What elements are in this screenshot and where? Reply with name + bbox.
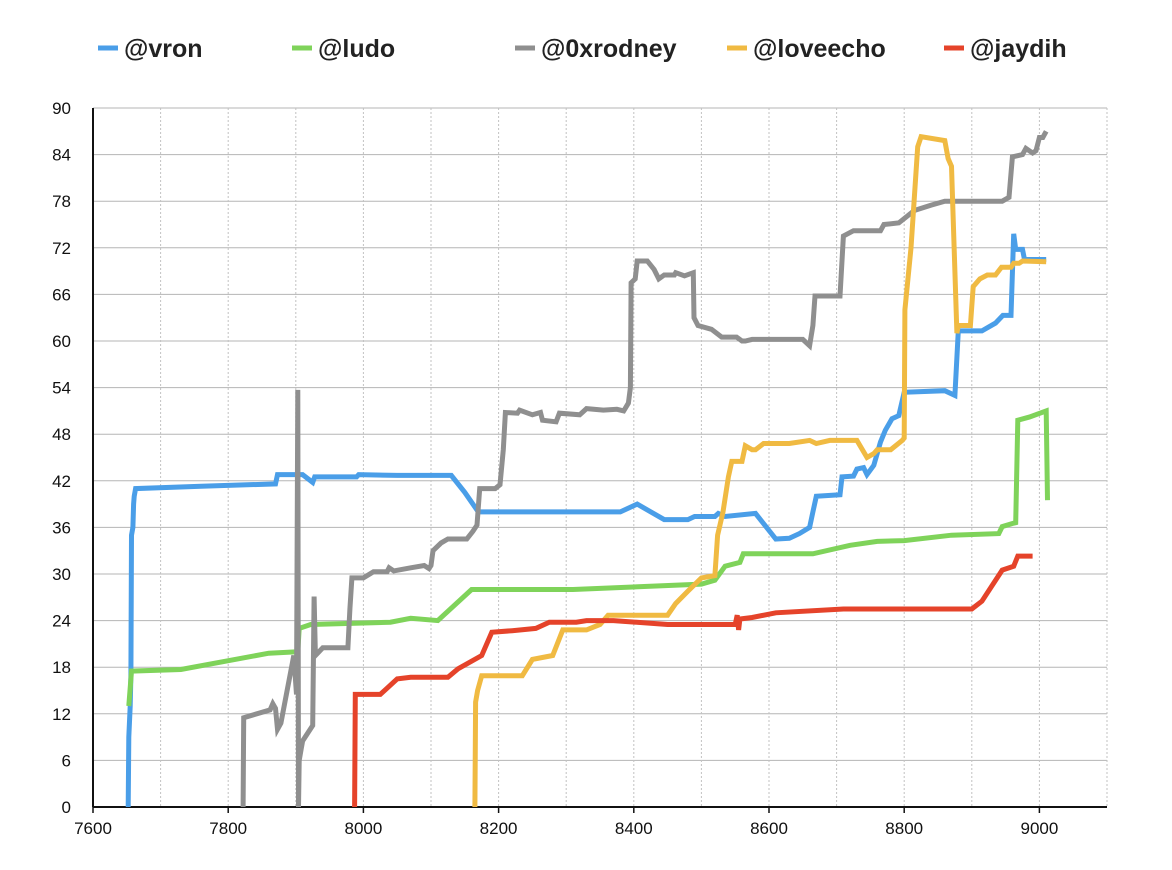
series-line-0xrodney bbox=[240, 130, 1049, 808]
x-tick-label: 8200 bbox=[480, 819, 518, 838]
y-tick-label: 72 bbox=[52, 239, 71, 258]
y-tick-label: 60 bbox=[52, 332, 71, 351]
x-tick-label: 8000 bbox=[344, 819, 382, 838]
x-tick-label: 7600 bbox=[74, 819, 112, 838]
series-line-vron bbox=[125, 233, 1047, 808]
legend-label: @0xrodney bbox=[541, 35, 677, 63]
y-tick-label: 48 bbox=[52, 425, 71, 444]
grid bbox=[93, 107, 1108, 807]
y-tick-label: 18 bbox=[52, 658, 71, 677]
x-tick-label: 8600 bbox=[750, 819, 788, 838]
y-tick-label: 6 bbox=[62, 751, 71, 770]
legend: @vron @ludo @0xrodney @loveecho @jaydih bbox=[98, 35, 1067, 63]
legend-label: @vron bbox=[124, 35, 203, 63]
x-tick-label: 8400 bbox=[615, 819, 653, 838]
y-tick-label: 0 bbox=[62, 798, 71, 817]
y-tick-label: 66 bbox=[52, 285, 71, 304]
legend-label: @ludo bbox=[318, 35, 395, 63]
y-tick-label: 90 bbox=[52, 99, 71, 118]
y-tick-label: 12 bbox=[52, 705, 71, 724]
x-tick-label: 9000 bbox=[1020, 819, 1058, 838]
series-line-jaydih bbox=[352, 553, 1033, 808]
y-tick-label: 36 bbox=[52, 518, 71, 537]
y-tick-label: 24 bbox=[52, 612, 71, 631]
series-line-loveecho bbox=[472, 133, 1047, 808]
y-tick-label: 84 bbox=[52, 146, 71, 165]
legend-label: @jaydih bbox=[970, 35, 1067, 63]
y-tick-label: 42 bbox=[52, 472, 71, 491]
y-tick-label: 78 bbox=[52, 192, 71, 211]
legend-label: @loveecho bbox=[753, 35, 886, 63]
y-tick-label: 54 bbox=[52, 379, 71, 398]
series-lines bbox=[125, 130, 1050, 808]
axes bbox=[92, 108, 1107, 813]
x-tick-label: 7800 bbox=[209, 819, 247, 838]
tick-labels: 7600 7800 8000 8200 8400 8600 8800 9000 0 6 12 18 24… bbox=[52, 99, 1058, 838]
y-tick-label: 30 bbox=[52, 565, 71, 584]
series-line-ludo bbox=[126, 407, 1050, 707]
x-tick-label: 8800 bbox=[885, 819, 923, 838]
